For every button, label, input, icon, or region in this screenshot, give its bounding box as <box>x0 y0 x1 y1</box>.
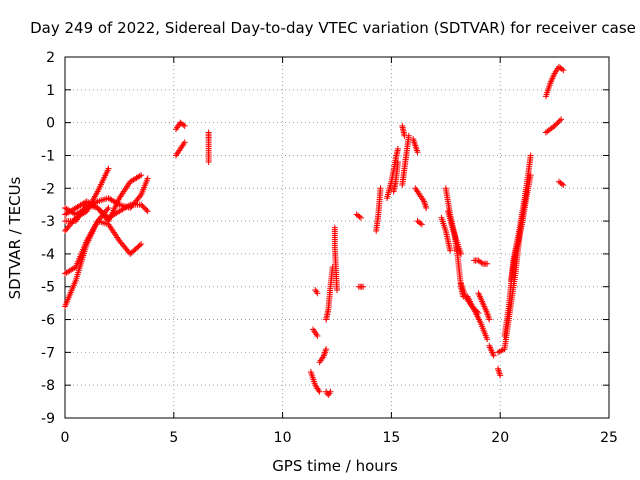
data-point <box>486 316 493 323</box>
data-point <box>497 372 504 379</box>
data-point <box>560 181 567 188</box>
data-point <box>414 149 421 156</box>
x-axis-label: GPS time / hours <box>272 457 398 475</box>
data-point <box>142 205 149 212</box>
y-tick-label: -8 <box>41 378 55 394</box>
data-point <box>334 287 340 294</box>
data-point <box>144 175 151 182</box>
data-point <box>316 388 323 395</box>
data-point <box>555 118 562 125</box>
data-point <box>423 204 430 211</box>
data-point <box>556 117 563 124</box>
data-point <box>181 139 188 146</box>
data-point <box>558 180 565 187</box>
y-axis-label: SDTVAR / TECUs <box>6 176 24 299</box>
data-point <box>447 247 454 254</box>
data-point <box>552 121 559 128</box>
data-point <box>105 204 112 211</box>
y-tick-label: -2 <box>41 181 55 197</box>
data-point <box>205 159 212 166</box>
data-point <box>418 221 425 228</box>
x-tick-label: 15 <box>382 430 400 446</box>
data-point <box>394 145 401 152</box>
data-point <box>360 283 367 290</box>
data-point <box>144 208 151 215</box>
y-tick-label: -3 <box>41 214 55 230</box>
data-point <box>143 206 150 213</box>
data-point <box>140 204 147 211</box>
data-point <box>377 185 384 192</box>
data-point <box>138 172 145 179</box>
data-points <box>62 63 567 399</box>
data-point <box>139 202 146 209</box>
data-point <box>484 336 491 343</box>
data-point <box>314 332 321 339</box>
data-point <box>478 259 485 266</box>
data-point <box>104 206 111 213</box>
y-tick-label: -1 <box>41 148 55 164</box>
data-point <box>105 165 112 172</box>
x-tick-label: 25 <box>600 430 618 446</box>
data-point <box>458 250 465 257</box>
data-point <box>136 242 143 249</box>
data-point <box>558 116 565 123</box>
data-point <box>394 159 401 166</box>
data-point <box>527 172 534 179</box>
data-point <box>327 388 334 395</box>
x-tick-label: 5 <box>169 430 178 446</box>
data-point <box>417 220 424 227</box>
x-tick-label: 10 <box>274 430 292 446</box>
data-point <box>323 346 330 353</box>
y-tick-label: 1 <box>46 83 55 99</box>
y-tick-label: -4 <box>41 247 55 263</box>
data-point <box>356 213 363 220</box>
y-tick-label: -5 <box>41 280 55 296</box>
data-point <box>401 132 408 139</box>
plot-frame <box>64 56 610 419</box>
data-point <box>180 121 187 128</box>
data-point <box>560 67 567 74</box>
x-tick-label: 20 <box>491 430 509 446</box>
y-tick-label: 0 <box>46 116 55 132</box>
data-point <box>136 193 143 200</box>
x-tick-label: 0 <box>61 430 70 446</box>
chart-title: Day 249 of 2022, Sidereal Day-to-day VTE… <box>30 19 636 37</box>
data-point <box>314 290 321 297</box>
data-point <box>551 122 558 129</box>
data-point <box>138 241 145 248</box>
y-tick-label: 2 <box>46 50 55 66</box>
data-point <box>554 120 561 127</box>
data-point <box>527 152 534 159</box>
data-point <box>558 66 565 73</box>
y-tick-label: -7 <box>41 345 55 361</box>
data-point <box>138 201 145 208</box>
y-tick-label: -6 <box>41 313 55 329</box>
data-point <box>484 260 491 267</box>
data-point <box>181 122 188 129</box>
data-point <box>357 214 364 221</box>
y-tick-label: -9 <box>41 411 55 427</box>
data-point <box>490 352 497 359</box>
